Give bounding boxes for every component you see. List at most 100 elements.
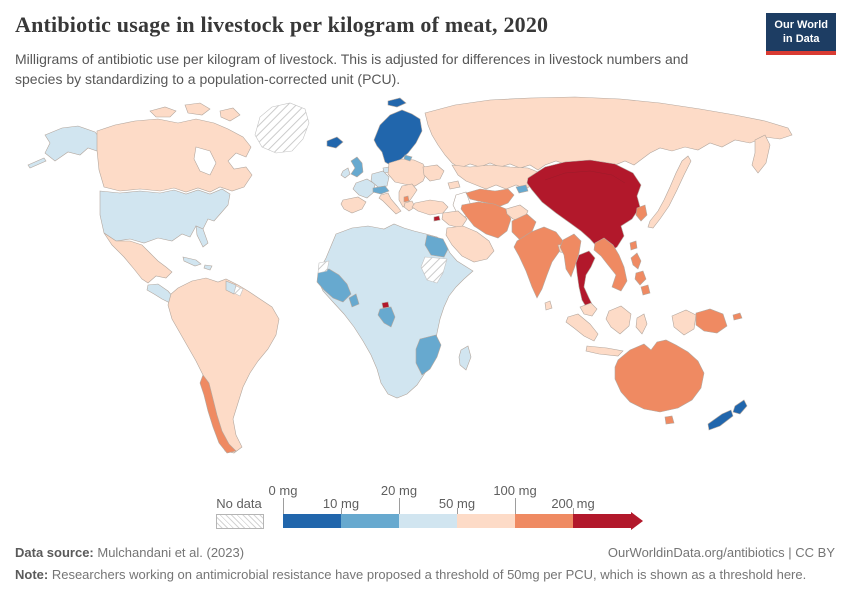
country-new-zealand-north[interactable]	[732, 399, 748, 415]
country-arabian-peninsula[interactable]	[445, 225, 495, 263]
country-scandinavia[interactable]	[373, 109, 423, 167]
country-ireland[interactable]	[340, 167, 351, 179]
country-malaysia[interactable]	[579, 302, 598, 317]
country-gabon-congo[interactable]	[377, 306, 396, 328]
country-aleutians[interactable]	[27, 157, 47, 169]
legend-bin-0-10[interactable]	[283, 514, 341, 528]
legend-bin-200-plus[interactable]	[573, 514, 631, 528]
country-usa-florida[interactable]	[195, 225, 209, 248]
country-uzbekistan-turkmenistan[interactable]	[465, 188, 515, 208]
country-africa[interactable]	[317, 223, 474, 399]
country-java[interactable]	[585, 345, 624, 357]
country-chile[interactable]	[199, 374, 237, 454]
country-thailand[interactable]	[575, 250, 596, 311]
country-philippines[interactable]	[640, 284, 651, 296]
footer-link[interactable]: OurWorldinData.org/antibiotics | CC BY	[607, 545, 835, 560]
country-ukraine[interactable]	[422, 164, 445, 182]
country-kyrgyzstan[interactable]	[515, 184, 529, 194]
owid-logo-line2: in Data	[782, 33, 820, 46]
country-italy[interactable]	[378, 192, 402, 215]
country-kamchatka[interactable]	[751, 134, 771, 174]
country-alpine-europe[interactable]	[372, 185, 390, 195]
country-hispaniola[interactable]	[203, 264, 213, 271]
country-russia[interactable]	[424, 96, 793, 171]
country-south-america[interactable]	[167, 277, 280, 454]
country-eastern-europe[interactable]	[387, 158, 428, 187]
country-greece[interactable]	[403, 200, 416, 212]
country-egypt[interactable]	[424, 234, 449, 258]
country-ghana[interactable]	[348, 293, 360, 308]
country-new-zealand-south[interactable]	[707, 409, 734, 431]
legend-arrow	[631, 512, 643, 530]
country-greenland[interactable]	[254, 102, 310, 154]
country-cuba[interactable]	[182, 256, 202, 267]
legend-bin-100-200[interactable]	[515, 514, 573, 528]
country-philippines[interactable]	[634, 270, 647, 286]
country-arctic-islands[interactable]	[149, 106, 177, 118]
country-lithuania[interactable]	[403, 154, 413, 162]
legend-tick-label: 10 mg	[322, 496, 360, 511]
country-guyana[interactable]	[225, 280, 237, 295]
country-svalbard[interactable]	[387, 97, 407, 108]
hudson-bay	[193, 146, 217, 176]
country-vietnam-laos-cambodia[interactable]	[593, 237, 628, 292]
legend-no-data-label: No data	[216, 496, 262, 511]
country-alaska[interactable]	[44, 125, 104, 162]
legend-tick	[341, 508, 342, 514]
country-arctic-islands[interactable]	[184, 102, 211, 116]
footer-note: Note: Researchers working on antimicrobi…	[15, 567, 835, 582]
legend-bin-10-20[interactable]	[341, 514, 399, 528]
legend-tick-label: 50 mg	[438, 496, 476, 511]
country-uk[interactable]	[350, 156, 364, 178]
country-canada[interactable]	[96, 118, 253, 193]
country-sulawesi[interactable]	[635, 313, 648, 335]
country-south-korea[interactable]	[635, 204, 648, 222]
country-arctic-islands[interactable]	[219, 107, 241, 122]
country-equatorial-guinea[interactable]	[381, 301, 390, 309]
country-sri-lanka[interactable]	[544, 300, 553, 311]
country-india[interactable]	[513, 226, 564, 299]
chart-subtitle: Milligrams of antibiotic use per kilogra…	[15, 51, 689, 87]
owid-logo[interactable]: Our World in Data	[766, 13, 836, 55]
country-myanmar[interactable]	[559, 233, 582, 278]
country-iberia[interactable]	[340, 196, 367, 214]
country-albania[interactable]	[403, 195, 410, 203]
country-borneo[interactable]	[605, 305, 632, 335]
country-usa[interactable]	[99, 188, 231, 244]
country-germany[interactable]	[370, 170, 390, 188]
mongolia-border	[544, 170, 626, 184]
country-west-new-guinea[interactable]	[671, 309, 697, 336]
legend-bin-50-100[interactable]	[457, 514, 515, 528]
country-zambia-mozambique[interactable]	[415, 334, 442, 376]
country-png-islands[interactable]	[732, 312, 743, 321]
country-turkey[interactable]	[411, 199, 449, 216]
footer-note-text: Researchers working on antimicrobial res…	[48, 567, 807, 582]
country-tasmania[interactable]	[664, 415, 675, 425]
country-philippines[interactable]	[630, 252, 642, 270]
country-western-sahara[interactable]	[317, 260, 330, 274]
country-china[interactable]	[526, 159, 642, 254]
world-map[interactable]	[0, 95, 850, 480]
country-suriname[interactable]	[233, 285, 244, 297]
country-cyprus[interactable]	[433, 215, 441, 222]
country-madagascar[interactable]	[458, 345, 472, 371]
country-caucasus[interactable]	[447, 180, 461, 190]
owid-logo-line1: Our World	[774, 19, 828, 31]
country-australia[interactable]	[614, 339, 705, 413]
legend-tick	[399, 498, 400, 514]
footer-note-label: Note:	[15, 567, 49, 582]
country-taiwan[interactable]	[629, 240, 638, 251]
country-mexico[interactable]	[103, 232, 173, 284]
legend-bin-20-50[interactable]	[399, 514, 457, 528]
legend-no-data-swatch[interactable]	[216, 514, 264, 529]
country-sumatra[interactable]	[565, 313, 599, 342]
country-sudan[interactable]	[420, 256, 448, 284]
country-papua-new-guinea[interactable]	[695, 308, 728, 334]
country-west-africa[interactable]	[316, 268, 352, 303]
country-japan[interactable]	[647, 155, 692, 229]
legend-tick	[573, 508, 574, 514]
country-iran[interactable]	[460, 201, 512, 239]
country-france[interactable]	[352, 178, 376, 199]
country-iceland[interactable]	[326, 136, 344, 149]
